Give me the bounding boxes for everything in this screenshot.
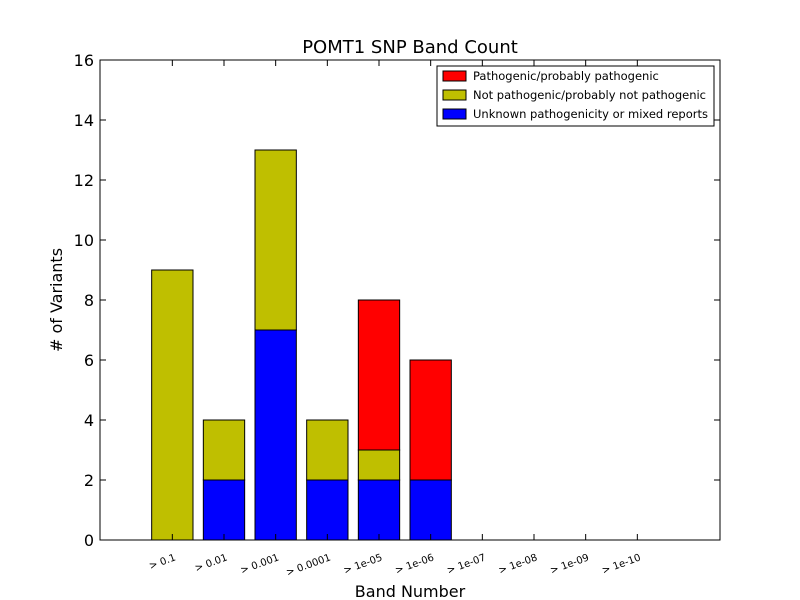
legend-label: Not pathogenic/probably not pathogenic bbox=[473, 88, 706, 102]
bar-segment bbox=[409, 359, 452, 481]
x-tick-label: > 1e-09 bbox=[549, 552, 591, 576]
x-tick-label: > 0.0001 bbox=[285, 552, 333, 578]
y-tick-label: 2 bbox=[84, 471, 94, 490]
x-axis-label: Band Number bbox=[355, 582, 466, 600]
chart-title: POMT1 SNP Band Count bbox=[302, 37, 518, 58]
bar-segment bbox=[202, 419, 246, 481]
bar-segment bbox=[306, 419, 349, 481]
x-tick-label: > 0.1 bbox=[148, 552, 178, 572]
x-tick-label: > 1e-10 bbox=[601, 552, 643, 576]
y-tick-label: 10 bbox=[74, 231, 94, 250]
legend-swatch bbox=[442, 70, 467, 82]
bar-segment bbox=[254, 329, 297, 541]
x-tick-label: > 1e-06 bbox=[394, 552, 436, 576]
bars-layer bbox=[151, 149, 452, 541]
bar-segment bbox=[409, 479, 452, 541]
bar-segment bbox=[202, 479, 246, 541]
legend-label: Pathogenic/probably pathogenic bbox=[473, 69, 659, 83]
bar-segment bbox=[357, 299, 401, 451]
bar-segment bbox=[306, 479, 349, 541]
bar-segment bbox=[151, 269, 194, 541]
legend-swatch bbox=[442, 89, 467, 101]
bar-segment bbox=[357, 479, 401, 541]
bar-segment bbox=[254, 149, 297, 331]
legend-box bbox=[436, 65, 715, 127]
x-tick-label: > 1e-07 bbox=[446, 552, 488, 576]
legend-swatch bbox=[442, 108, 467, 120]
y-tick-label: 6 bbox=[84, 351, 94, 370]
y-tick-label: 14 bbox=[74, 111, 94, 130]
x-tick-label: > 1e-05 bbox=[342, 552, 384, 576]
y-axis-label: # of Variants bbox=[47, 248, 66, 352]
y-tick-label: 12 bbox=[74, 171, 94, 190]
y-tick-label: 0 bbox=[84, 531, 94, 550]
legend: Pathogenic/probably pathogenic Not pathog… bbox=[436, 65, 715, 127]
x-tick-label: > 0.01 bbox=[193, 552, 229, 574]
y-axis: 0 2 4 6 8 10 12 14 16 bbox=[74, 51, 720, 550]
x-tick-label: > 0.001 bbox=[239, 552, 281, 576]
y-tick-label: 8 bbox=[84, 291, 94, 310]
bar-segment bbox=[357, 449, 401, 481]
y-tick-label: 4 bbox=[84, 411, 94, 430]
x-tick-label: > 1e-08 bbox=[497, 552, 539, 576]
y-tick-label: 16 bbox=[74, 51, 94, 70]
legend-label: Unknown pathogenicity or mixed reports bbox=[473, 107, 708, 121]
